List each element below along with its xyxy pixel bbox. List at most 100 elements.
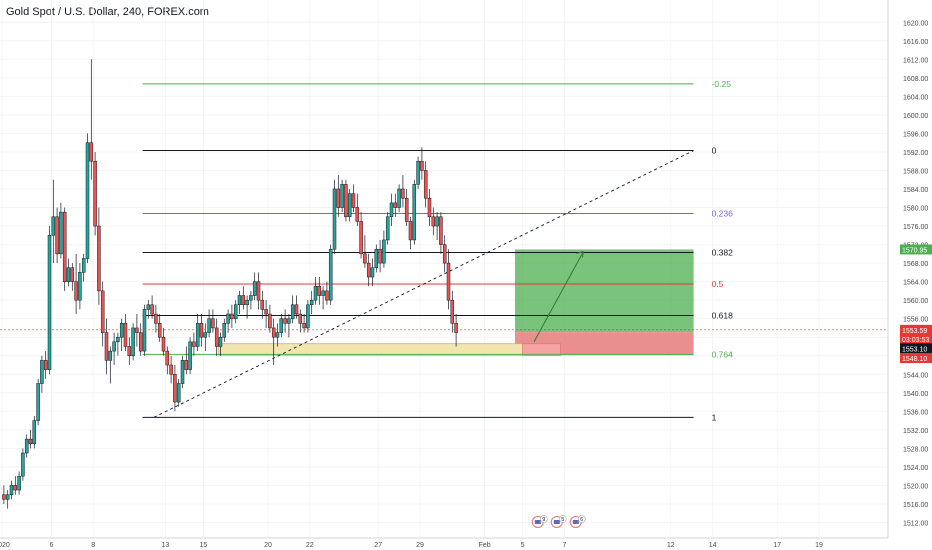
time-tick-label: 20 [264, 542, 272, 549]
candle-body [450, 299, 455, 324]
position-tool[interactable] [515, 249, 694, 356]
grid [0, 0, 888, 538]
candle-body [439, 216, 443, 245]
price-tag[interactable] [900, 324, 932, 335]
price-tick-label: 1544.00 [903, 372, 928, 379]
candle-body [252, 281, 257, 296]
candle-body [24, 438, 29, 454]
candle-body [188, 341, 192, 370]
candle-body [230, 313, 234, 319]
price-tag[interactable] [900, 343, 932, 354]
candle-body [298, 313, 303, 324]
candle-body [233, 304, 238, 319]
candle-body [214, 327, 219, 347]
trend-line[interactable] [153, 150, 694, 418]
candle-body [78, 272, 82, 301]
price-tick-label: 1516.00 [903, 502, 928, 509]
candle-body [131, 327, 135, 356]
price-tick-label: 1564.00 [903, 280, 928, 287]
candle-body [249, 295, 253, 301]
candle-body [340, 184, 344, 208]
price-tag[interactable] [900, 353, 932, 364]
price-tick-label: 1608.00 [903, 76, 928, 83]
candle-body [157, 323, 162, 338]
support-zone[interactable] [218, 343, 562, 356]
candle-body [142, 309, 147, 352]
candle-body [55, 216, 59, 255]
dashed-trend-line[interactable] [153, 150, 694, 418]
time-tick-label: Feb [479, 542, 491, 549]
price-tick-label: 1588.00 [903, 168, 928, 175]
event-markers[interactable]: 9 5 6 [531, 515, 586, 528]
candle-body [423, 170, 428, 199]
candle-body [431, 216, 436, 227]
price-tick-label: 1600.00 [903, 113, 928, 120]
candle-body [374, 248, 379, 268]
candle-body [279, 318, 284, 333]
candle-body [347, 193, 352, 218]
candle-body [427, 198, 432, 218]
candle-body [40, 360, 44, 384]
price-tick-label: 1532.00 [903, 428, 928, 435]
candle-body [302, 323, 306, 329]
event-count-label: 6 [580, 517, 583, 523]
event-count-badge [577, 515, 586, 523]
fib-level-label: 0.764 [712, 349, 734, 359]
candle-body [351, 193, 356, 208]
candle-body [97, 225, 101, 292]
candle-body [382, 239, 386, 264]
price-tag-label: 1553.10 [902, 346, 927, 353]
price-tick-label: 1580.00 [903, 206, 928, 213]
flag-icon [572, 520, 579, 524]
event-count-badge [539, 515, 548, 523]
candle-body [85, 142, 90, 259]
projection-arrow[interactable] [533, 251, 584, 343]
candle-body [66, 267, 71, 282]
time-tick-label: 22 [306, 542, 314, 549]
fib-level-label: 0.618 [712, 310, 734, 320]
profit-area[interactable] [515, 249, 694, 333]
candle-body [283, 318, 287, 324]
time-axis[interactable]: 2020 6 8 13 15 20 22 27 29 Feb 5 7 12 14 17 19 [0, 537, 888, 549]
candle-body [59, 211, 63, 255]
candle-body [412, 184, 417, 241]
fib-level-label: 0 [712, 146, 717, 156]
candle-body [195, 323, 200, 347]
candle-body [435, 216, 439, 227]
candle-body [154, 313, 158, 324]
fib-level-label: 1 [712, 412, 717, 422]
candle-body [100, 290, 105, 333]
candle-body [306, 304, 310, 329]
candle-body [359, 221, 363, 255]
time-tick-label: 15 [200, 542, 208, 549]
price-tick-label: 1536.00 [903, 409, 928, 416]
fib-level-label: 0.382 [712, 247, 734, 257]
time-tick-label: 13 [162, 542, 170, 549]
candle-body [89, 142, 94, 162]
price-tick-label: 1556.00 [903, 317, 928, 324]
candle-body [287, 318, 291, 324]
candle-body [317, 286, 322, 296]
candle-body [446, 262, 451, 301]
time-tick-label: 27 [374, 542, 382, 549]
zone-rect[interactable] [218, 343, 562, 356]
price-tag[interactable] [900, 244, 932, 255]
candle-body [28, 438, 33, 444]
candles [2, 59, 458, 509]
time-tick-label: 7 [562, 542, 566, 549]
candle-body [309, 299, 314, 306]
candle-body [226, 313, 230, 324]
price-axis[interactable]: 1512.00 1516.00 1520.00 1524.00 1528.00 1532.… [887, 0, 932, 538]
candle-body [169, 364, 173, 375]
zone-highlight[interactable] [522, 343, 561, 356]
candle-body [264, 309, 268, 315]
candle-body [93, 160, 97, 227]
candle-body [325, 290, 329, 301]
candle-body [21, 452, 25, 477]
price-tag[interactable] [900, 334, 932, 345]
candle-body [355, 207, 360, 222]
price-tag-label: 03:03:53 [902, 337, 929, 344]
candle-body [260, 299, 265, 310]
fibonacci-retracement[interactable]: -0.25 0 0.236 0.382 0.5 0.618 0.764 1 [142, 79, 734, 422]
